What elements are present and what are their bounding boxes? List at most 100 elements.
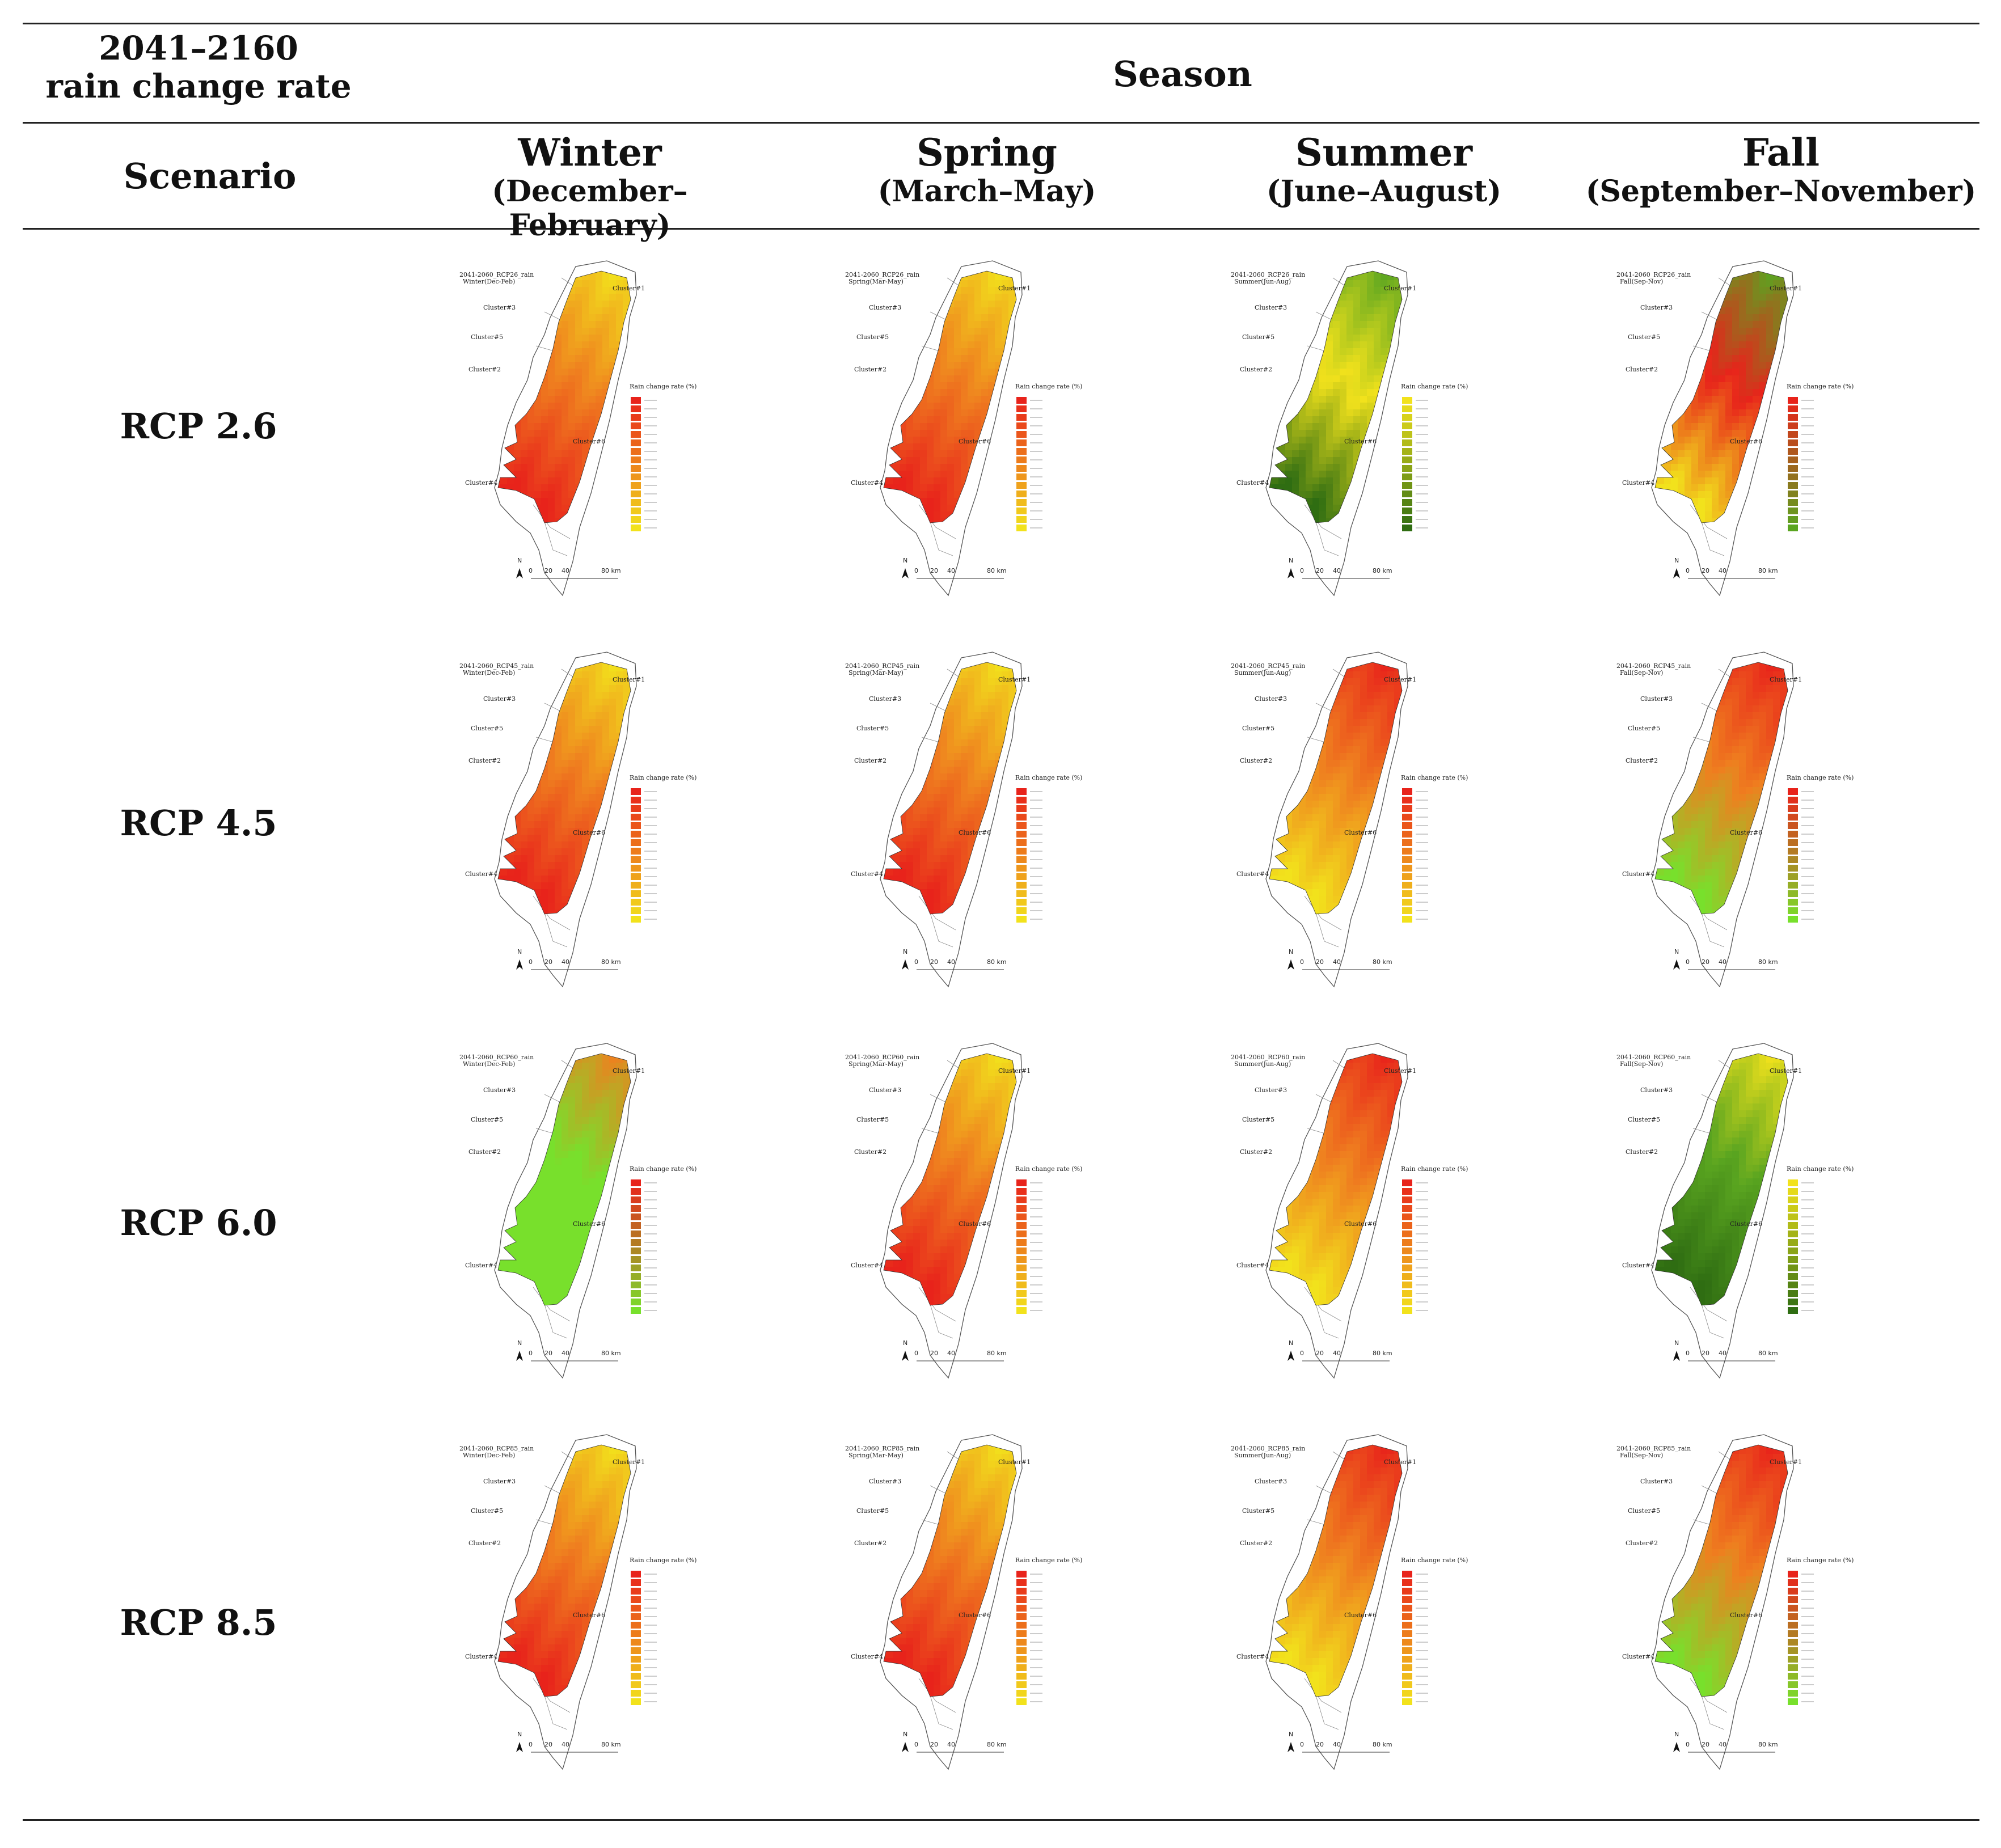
map-rcp26-spring: 2041-2060_RCP26_rain Spring(Mar-May) Clu… [817, 255, 1123, 607]
map-fill-tile [1387, 477, 1394, 484]
legend-swatch [1402, 456, 1412, 463]
map-fill-tile [1655, 287, 1657, 294]
map-fill-tile [630, 348, 631, 355]
map-fill-tile [623, 848, 630, 855]
map-fill-tile [616, 910, 623, 914]
map-fill-tile [500, 780, 507, 787]
map-fill-tile [1272, 348, 1278, 355]
map-fill-tile [995, 471, 1002, 477]
map-fill-tile [988, 335, 995, 341]
map-fill-tile [623, 821, 630, 828]
map-fill-tile [1655, 457, 1657, 464]
map-fill-tile [1326, 341, 1333, 348]
map-fill-tile [514, 355, 521, 362]
map-fill-tile [1780, 518, 1787, 523]
map-fill-tile [913, 314, 920, 321]
map-fill-tile [575, 760, 582, 767]
map-fill-tile [609, 876, 616, 882]
map-fill-tile [596, 726, 602, 733]
map-fill-tile [1333, 450, 1340, 457]
map-fill-tile [498, 430, 500, 437]
map-fill-tile [1008, 477, 1015, 484]
map-fill-tile [1285, 287, 1292, 294]
corner-line1: 2041–2160 [99, 29, 298, 67]
legend-swatch [631, 907, 641, 914]
map-fill-tile [562, 773, 568, 780]
map-fill-tile [1691, 280, 1698, 287]
map-fill-tile [534, 699, 541, 705]
map-fill-tile [961, 719, 968, 726]
map-fill-tile [1766, 335, 1773, 341]
map-rcp45-winter: 2041-2060_RCP45_rain Winter(Dec-Feb) Clu… [431, 646, 737, 998]
map-fill-tile [602, 882, 609, 889]
map-fill-tile [974, 362, 981, 369]
map-fill-tile [884, 807, 886, 814]
map-fill-tile [534, 335, 541, 341]
legend-swatch [631, 882, 641, 889]
map-fill-tile [954, 314, 961, 321]
map-fill-tile [1685, 430, 1691, 437]
map-fill-tile [913, 430, 920, 437]
map-fill-tile [974, 348, 981, 355]
map-fill-tile [1732, 471, 1739, 477]
map-fill-tile [609, 273, 616, 280]
map-fill-tile [1360, 348, 1367, 355]
map-fill-tile [1340, 389, 1346, 396]
map-fill-tile [1773, 321, 1780, 328]
map-fill-tile [1319, 369, 1326, 375]
map-fill-tile [988, 348, 995, 355]
map-fill-tile [1685, 335, 1691, 341]
map-fill-tile [596, 341, 602, 348]
map-fill-tile [1780, 416, 1787, 423]
map-fill-tile [1773, 294, 1780, 301]
map-fill-tile [498, 416, 500, 423]
map-fill-tile [968, 828, 974, 835]
map-fill-tile [568, 848, 575, 855]
map-fill-tile [920, 335, 927, 341]
map-fill-tile [1367, 271, 1374, 273]
map-fill-tile [1664, 396, 1671, 403]
map-fill-tile [988, 882, 995, 889]
map-fill-tile [1780, 409, 1787, 416]
map-fill-tile [927, 491, 934, 498]
map-fill-tile [1678, 287, 1685, 294]
map-fill-tile [1292, 348, 1299, 355]
map-fill-tile [589, 518, 596, 523]
map-fill-tile [1008, 375, 1015, 382]
map-fill-tile [575, 403, 582, 409]
map-fill-tile [988, 692, 995, 699]
map-fill-tile [500, 321, 507, 328]
legend-swatch [1788, 456, 1798, 463]
map-fill-tile [1759, 328, 1766, 335]
map-fill-tile [1691, 437, 1698, 443]
map-fill-tile [913, 801, 920, 807]
map-fill-tile [1725, 430, 1732, 437]
map-fill-tile [1664, 280, 1671, 287]
legend-swatch [1788, 465, 1798, 472]
map-fill-tile [1394, 369, 1401, 375]
map-fill-tile [968, 423, 974, 430]
map-fill-tile [995, 835, 1002, 841]
legend-swatch [1016, 439, 1027, 446]
map-fill-tile [1285, 355, 1292, 362]
map-fill-tile [1008, 767, 1015, 773]
map-fill-tile [893, 794, 900, 801]
map-fill-tile [1367, 389, 1374, 396]
map-fill-tile [920, 662, 927, 665]
map-fill-tile [934, 662, 940, 665]
map-fill-tile [995, 314, 1002, 321]
map-fill-tile [1712, 437, 1719, 443]
map-fill-tile [1381, 477, 1387, 484]
map-fill-tile [1008, 876, 1015, 882]
map-fill-tile [1353, 280, 1360, 287]
map-fill-tile [562, 403, 568, 409]
map-fill-tile [1664, 382, 1671, 389]
map-fill-tile [630, 739, 631, 746]
map-fill-tile [1685, 321, 1691, 328]
map-fill-tile [534, 855, 541, 862]
map-fill-tile [940, 423, 947, 430]
map-fill-tile [527, 862, 534, 869]
map-fill-tile [920, 301, 927, 307]
map-fill-tile [893, 362, 900, 369]
map-fill-tile [623, 484, 630, 491]
